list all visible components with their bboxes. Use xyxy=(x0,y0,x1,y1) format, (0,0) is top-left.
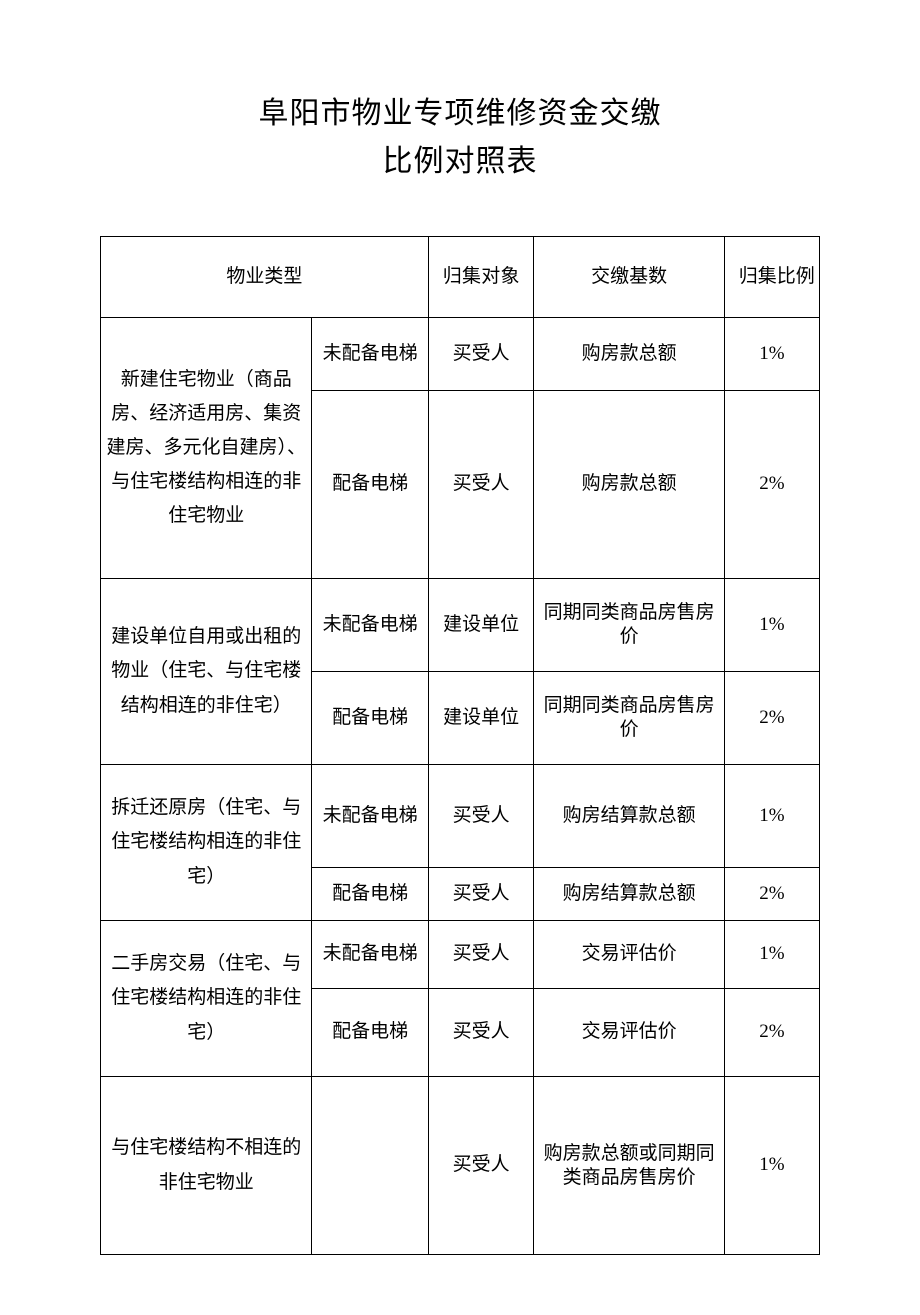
cell-base: 同期同类商品房售房价 xyxy=(534,672,724,765)
table-row: 新建住宅物业（商品房、经济适用房、集资建房、多元化自建房）、与住宅楼结构相连的非… xyxy=(101,318,820,391)
hdr-target: 归集对象 xyxy=(428,237,534,318)
cell-base: 交易评估价 xyxy=(534,921,724,989)
cell-subtype: 配备电梯 xyxy=(312,391,428,579)
cell-category: 建设单位自用或出租的物业（住宅、与住宅楼结构相连的非住宅） xyxy=(101,579,312,765)
table-row: 与住宅楼结构不相连的非住宅物业 买受人购房款总额或同期同类商品房售房价1% xyxy=(101,1077,820,1255)
cell-target: 买受人 xyxy=(428,868,534,921)
cell-category: 新建住宅物业（商品房、经济适用房、集资建房、多元化自建房）、与住宅楼结构相连的非… xyxy=(101,318,312,579)
cell-subtype: 配备电梯 xyxy=(312,989,428,1077)
cell-target: 建设单位 xyxy=(428,672,534,765)
cell-ratio: 1% xyxy=(724,921,819,989)
cell-target: 买受人 xyxy=(428,1077,534,1255)
cell-target: 买受人 xyxy=(428,765,534,868)
cell-subtype: 未配备电梯 xyxy=(312,579,428,672)
cell-target: 买受人 xyxy=(428,318,534,391)
table-row: 拆迁还原房（住宅、与住宅楼结构相连的非住宅）未配备电梯买受人购房结算款总额1% xyxy=(101,765,820,868)
hdr-ratio: 归集比例 xyxy=(724,237,819,318)
cell-subtype: 配备电梯 xyxy=(312,672,428,765)
cell-category: 二手房交易（住宅、与住宅楼结构相连的非住宅） xyxy=(101,921,312,1077)
hdr-base: 交缴基数 xyxy=(534,237,724,318)
cell-subtype xyxy=(312,1077,428,1255)
ratio-table: 物业类型 归集对象 交缴基数 归集比例 新建住宅物业（商品房、经济适用房、集资建… xyxy=(100,236,820,1255)
cell-ratio: 2% xyxy=(724,391,819,579)
title-line1: 阜阳市物业专项维修资金交缴 xyxy=(259,97,662,130)
cell-target: 买受人 xyxy=(428,989,534,1077)
cell-ratio: 1% xyxy=(724,579,819,672)
cell-ratio: 2% xyxy=(724,672,819,765)
cell-base: 购房结算款总额 xyxy=(534,868,724,921)
cell-category: 与住宅楼结构不相连的非住宅物业 xyxy=(101,1077,312,1255)
cell-ratio: 1% xyxy=(724,1077,819,1255)
cell-base: 交易评估价 xyxy=(534,989,724,1077)
cell-ratio: 2% xyxy=(724,868,819,921)
cell-category: 拆迁还原房（住宅、与住宅楼结构相连的非住宅） xyxy=(101,765,312,921)
document-title: 阜阳市物业专项维修资金交缴 比例对照表 xyxy=(100,90,820,186)
cell-ratio: 1% xyxy=(724,765,819,868)
cell-base: 购房结算款总额 xyxy=(534,765,724,868)
cell-target: 建设单位 xyxy=(428,579,534,672)
table-row: 建设单位自用或出租的物业（住宅、与住宅楼结构相连的非住宅）未配备电梯建设单位同期… xyxy=(101,579,820,672)
cell-ratio: 2% xyxy=(724,989,819,1077)
table-row: 二手房交易（住宅、与住宅楼结构相连的非住宅）未配备电梯买受人交易评估价1% xyxy=(101,921,820,989)
table-header-row: 物业类型 归集对象 交缴基数 归集比例 xyxy=(101,237,820,318)
cell-target: 买受人 xyxy=(428,391,534,579)
cell-subtype: 配备电梯 xyxy=(312,868,428,921)
cell-base: 购房款总额或同期同类商品房售房价 xyxy=(534,1077,724,1255)
cell-base: 购房款总额 xyxy=(534,391,724,579)
cell-base: 购房款总额 xyxy=(534,318,724,391)
cell-subtype: 未配备电梯 xyxy=(312,765,428,868)
title-line2: 比例对照表 xyxy=(383,145,538,178)
cell-subtype: 未配备电梯 xyxy=(312,318,428,391)
hdr-property-type: 物业类型 xyxy=(101,237,429,318)
cell-target: 买受人 xyxy=(428,921,534,989)
cell-base: 同期同类商品房售房价 xyxy=(534,579,724,672)
cell-ratio: 1% xyxy=(724,318,819,391)
cell-subtype: 未配备电梯 xyxy=(312,921,428,989)
